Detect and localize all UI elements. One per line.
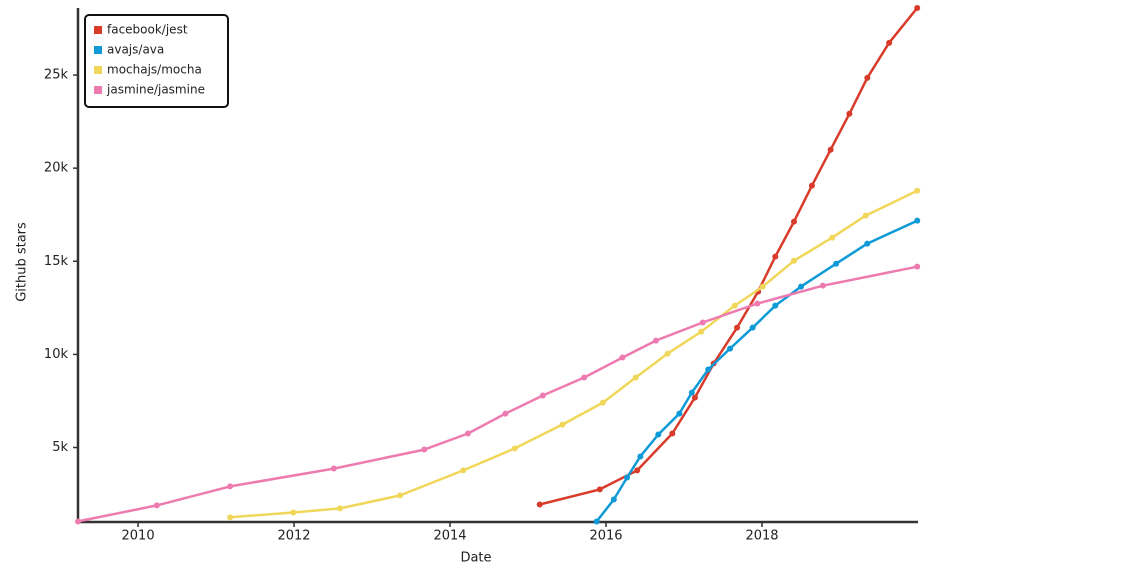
legend-swatch [94,26,102,34]
data-point [754,300,761,307]
data-point [829,234,836,241]
data-point [914,263,921,270]
data-point [632,374,639,381]
data-point [790,218,797,225]
data-point [833,260,840,267]
x-tick-label: 2010 [122,529,155,544]
legend: facebook/jest avajs/ava mochajs/mocha jasmi… [84,14,229,108]
data-point [698,328,705,335]
data-point [790,257,797,264]
data-point [827,146,834,153]
legend-swatch [94,66,102,74]
data-point [676,410,683,417]
y-tick-label: 10k [44,347,69,362]
data-point [772,253,779,260]
data-point [914,5,921,11]
data-point [864,240,871,247]
data-point [846,110,853,117]
y-tick-label: 15k [44,254,69,269]
data-point [914,217,921,224]
data-point [581,374,588,381]
data-point [759,283,766,290]
data-point [599,399,606,406]
data-point [655,431,662,438]
data-point [624,474,631,481]
data-point [664,350,671,357]
series-line [76,265,919,523]
data-point [511,445,518,452]
data-point [460,467,467,474]
data-point [819,282,826,289]
data-point [914,187,921,194]
x-axis-label: Date [460,551,491,566]
y-axis-label: Github stars [15,222,30,302]
data-point [669,430,676,437]
y-tick-label: 5k [52,440,68,455]
data-point [421,446,428,453]
data-point [290,509,297,516]
data-point [330,465,337,472]
data-point [772,302,779,309]
x-tick-label: 2012 [277,529,310,544]
data-point [634,467,641,474]
data-point [886,39,893,46]
data-point [502,410,509,417]
x-tick-label: 2014 [433,529,466,544]
data-point [652,337,659,344]
legend-label: jasmine/jasmine [106,83,205,97]
legend-swatch [94,46,102,54]
data-point [75,518,81,525]
data-point [593,518,600,525]
data-point [864,74,871,81]
legend-swatch [94,86,102,94]
legend-label: facebook/jest [107,23,188,37]
series-line [538,6,919,506]
legend-label: avajs/ava [107,43,164,57]
data-point [227,514,234,521]
data-point [464,430,471,437]
data-point [798,283,805,290]
data-point [637,453,644,460]
data-point [536,501,543,508]
x-tick-label: 2018 [745,529,778,544]
data-point [749,324,756,331]
legend-label: mochajs/mocha [107,63,202,77]
data-point [688,389,695,396]
legend-box [84,14,229,108]
y-tick-label: 25k [44,68,69,83]
data-point [397,492,404,499]
x-tick-label: 2016 [589,529,622,544]
data-point [727,345,734,352]
data-point [559,421,566,428]
data-point [705,366,712,373]
data-point [862,212,869,219]
data-point [808,182,815,189]
data-point [596,486,603,493]
data-point [153,502,160,509]
data-point [539,392,546,399]
data-point [619,354,626,361]
data-point [691,394,698,401]
data-point [337,505,344,512]
y-tick-label: 20k [44,161,69,176]
data-point [734,324,741,331]
data-point [227,483,234,490]
data-point [699,319,706,326]
data-point [610,496,617,503]
data-point [731,302,738,309]
